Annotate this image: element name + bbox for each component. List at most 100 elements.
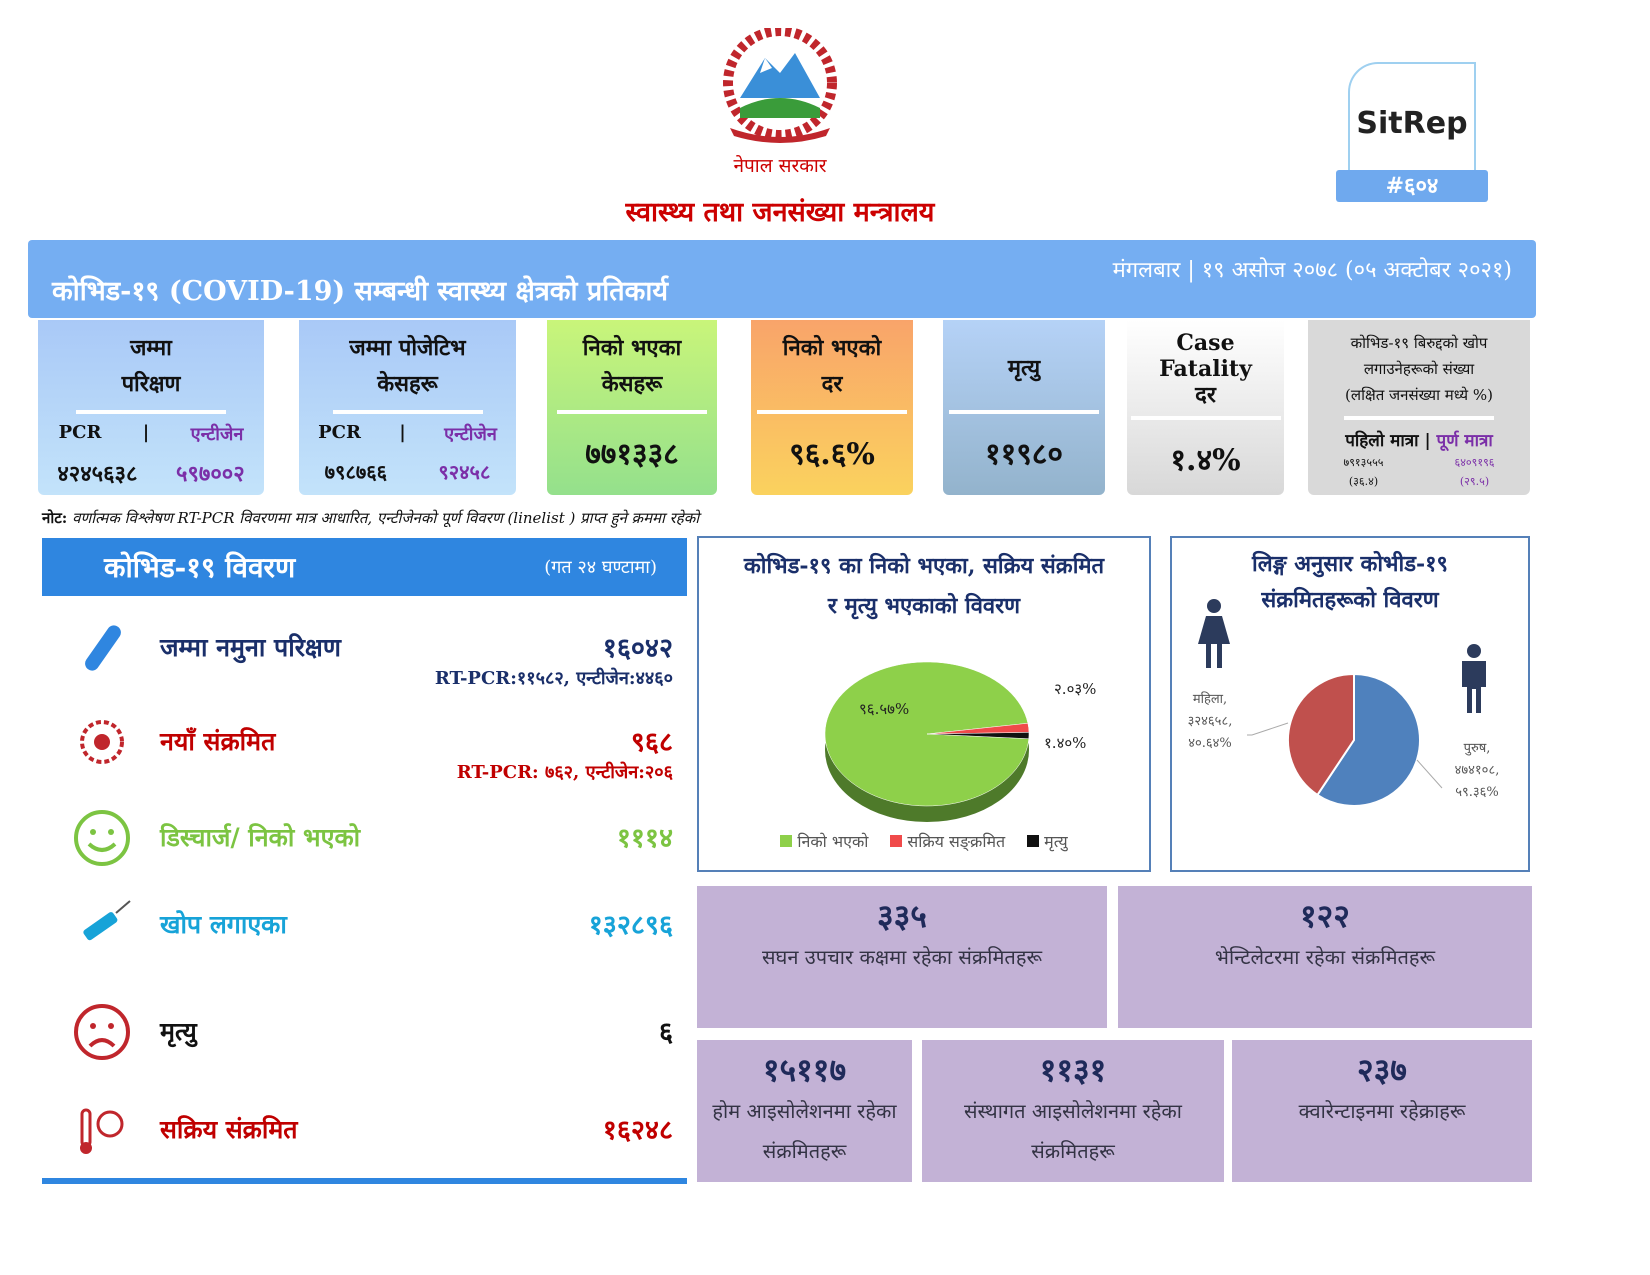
- male-label: ४७४१०८,: [1455, 763, 1500, 778]
- separator: |: [1424, 431, 1431, 451]
- card-recovered: निको भएका केसहरू ७७१३३८: [547, 320, 717, 495]
- legend-item: सक्रिय सङ्क्रमित: [890, 830, 1005, 852]
- home-isolation-box: १५११७ होम आइसोलेशनमा रहेका संक्रमितहरू: [697, 1040, 912, 1182]
- deaths-value: ११९८०: [985, 437, 1063, 472]
- outcome-pie-panel: कोभिड-१९ का निको भएका, सक्रिय संक्रमित र…: [697, 536, 1151, 872]
- pcr-label: PCR: [58, 422, 102, 443]
- antigen-value: ५९७००२: [176, 461, 245, 487]
- note-label: नोट:: [42, 509, 68, 527]
- gender-pie-chart: महिला, ३२४६५८, ४०.६४% पुरुष, ४७४१०८, ५९.३६%: [1188, 672, 1500, 807]
- full-dose-label: पूर्ण मात्रा: [1436, 431, 1493, 451]
- syringe-icon: [83, 900, 131, 941]
- chart-legend: निको भएको सक्रिय सङ्क्रमित मृत्यु: [699, 830, 1149, 852]
- cfr-value: १.४%: [1170, 443, 1241, 478]
- card-deaths: मृत्यु ११९८०: [943, 320, 1105, 495]
- antigen-value: ९२४५८: [438, 460, 491, 484]
- quarantine-box: २३७ क्वारेन्टाइनमा रहेक्राहरू: [1232, 1040, 1532, 1182]
- row-breakdown: RT-PCR:११५८२, एन्टीजेन:४४६०: [434, 668, 673, 689]
- ventilator-box: १२२ भेन्टिलेटरमा रहेका संक्रमितहरू: [1118, 886, 1532, 1028]
- box-label: होम आइसोलेशनमा रहेका संक्रमितहरू: [712, 1099, 897, 1163]
- antigen-label: एन्टीजेन: [444, 424, 497, 445]
- recovered-value: ७७१३३८: [585, 437, 679, 472]
- card-total-tests: जम्मा परिक्षण PCR | एन्टीजेन ४२४५६३८ ५९७००२: [38, 320, 264, 495]
- row-label: जम्मा नमुना परिक्षण: [160, 633, 341, 662]
- pie-slice-0: [1316, 672, 1421, 807]
- pie-label: १.४०%: [1044, 734, 1086, 752]
- card-title: केसहरू: [601, 371, 663, 397]
- pcr-value: ४२४५६३८: [57, 461, 138, 487]
- test-tube-icon: [85, 625, 121, 671]
- details-period: (गत २४ घण्टामा): [544, 557, 657, 578]
- box-label: क्वारेन्टाइनमा रहेक्राहरू: [1298, 1099, 1466, 1123]
- box-label: भेन्टिलेटरमा रहेका संक्रमितहरू: [1214, 945, 1436, 969]
- legend-item: मृत्यु: [1027, 830, 1068, 852]
- card-total-positive: जम्मा पोजेटिभ केसहरू PCR | एन्टीजेन ७९८७६६ ९…: [299, 320, 516, 495]
- sitrep-label: SitRep: [1348, 62, 1476, 172]
- smile-icon: [74, 810, 130, 866]
- row-label: नयाँ संक्रमित: [160, 727, 276, 756]
- nepal-emblem-logo: [723, 28, 837, 143]
- first-dose-pct: (३६.४): [1348, 475, 1379, 488]
- banner-title: कोभिड-१९ (COVID-19) सम्बन्धी स्वास्थ्य क…: [52, 275, 668, 307]
- card-title: जम्मा पोजेटिभ: [349, 335, 466, 361]
- pie-label: २.०३%: [1054, 680, 1096, 698]
- row-value: १११४: [616, 823, 673, 854]
- row-breakdown: RT-PCR: ७६२, एन्टीजेन:२०६: [456, 762, 673, 783]
- thermometer-patient-icon: [80, 1108, 124, 1154]
- male-label: ५९.३६%: [1455, 785, 1499, 800]
- outcome-pie-chart: ९६.५७% २.०३% १.४०%: [824, 661, 1096, 822]
- detail-row: खोप लगाएका १३२८९६: [42, 895, 687, 975]
- card-title: दर: [1195, 382, 1216, 408]
- separator: |: [399, 422, 406, 443]
- pie-slice-0: [824, 661, 1030, 807]
- divider: [42, 1178, 687, 1184]
- row-label: मृत्यु: [160, 1017, 197, 1046]
- sitrep-number: #६०४: [1336, 170, 1488, 202]
- pie-slice-1: [1287, 672, 1355, 797]
- female-icon: [1198, 599, 1230, 668]
- legend-label: मृत्यु: [1044, 832, 1068, 851]
- card-title: Case: [1176, 330, 1235, 356]
- card-case-fatality: Case Fatality दर १.४%: [1127, 320, 1284, 495]
- full-dose-pct: (२९.५): [1459, 475, 1490, 488]
- title-banner: कोभिड-१९ (COVID-19) सम्बन्धी स्वास्थ्य क…: [28, 240, 1536, 318]
- sad-face-icon: [74, 1004, 130, 1060]
- detail-row: मृत्यु ६: [42, 1002, 687, 1082]
- box-label: सघन उपचार कक्षमा रहेका संक्रमितहरू: [761, 945, 1042, 969]
- row-label: सक्रिय संक्रमित: [160, 1115, 298, 1144]
- chart-title: कोभिड-१९ का निको भएका, सक्रिय संक्रमित र…: [743, 553, 1105, 619]
- recovery-rate-value: ९६.६%: [789, 437, 875, 472]
- legend-label: निको भएको: [797, 832, 869, 851]
- pie-slice-2: [926, 732, 1030, 739]
- male-icon: [1462, 644, 1486, 713]
- box-label: संस्थागत आइसोलेशनमा रहेका संक्रमितहरू: [964, 1099, 1182, 1163]
- card-title: दर: [821, 371, 843, 397]
- separator: |: [142, 422, 150, 443]
- banner-date: मंगलबार | १९ असोज २०७८ (०५ अक्टोबर २०२१): [1112, 258, 1512, 283]
- row-value: ६: [658, 1017, 673, 1048]
- detail-row: नयाँ संक्रमित ९६८ RT-PCR: ७६२, एन्टीजेन:…: [42, 712, 687, 792]
- card-title: परिक्षण: [121, 371, 181, 397]
- card-title: निको भएको: [782, 335, 882, 361]
- first-dose-value: ७९१३५५५: [1343, 456, 1384, 469]
- card-title: कोभिड-१९ बिरुद्दको खोप: [1350, 334, 1488, 352]
- virus-icon: [80, 720, 124, 764]
- footnote: नोट: वर्णात्मक विश्लेषण RT-PCR विवरणमा म…: [42, 508, 699, 528]
- row-value: १३२८९६: [588, 910, 673, 941]
- detail-row: जम्मा नमुना परिक्षण १६०४२ RT-PCR:११५८२, …: [42, 618, 687, 698]
- box-number: ११३१: [1039, 1051, 1107, 1089]
- gender-pie-panel: लिङ्ग अनुसार कोभीड-१९ संक्रमितहरूको विवर…: [1170, 536, 1530, 872]
- male-label: पुरुष,: [1464, 741, 1491, 756]
- female-label: ३२४६५८,: [1188, 714, 1233, 729]
- pcr-value: ७९८७६६: [324, 460, 388, 484]
- legend-item: निको भएको: [780, 830, 868, 852]
- female-label: महिला,: [1193, 691, 1227, 707]
- card-title: निको भएका: [582, 335, 682, 361]
- card-title: लगाउनेहरूको संख्या: [1363, 360, 1475, 378]
- pcr-label: PCR: [318, 422, 361, 443]
- antigen-label: एन्टीजेन: [190, 424, 244, 445]
- details-header: कोभिड-१९ विवरण (गत २४ घण्टामा): [42, 538, 687, 596]
- details-title: कोभिड-१९ विवरण: [104, 551, 296, 584]
- leader-line: [1247, 722, 1289, 736]
- row-value: १६२४८: [602, 1115, 673, 1146]
